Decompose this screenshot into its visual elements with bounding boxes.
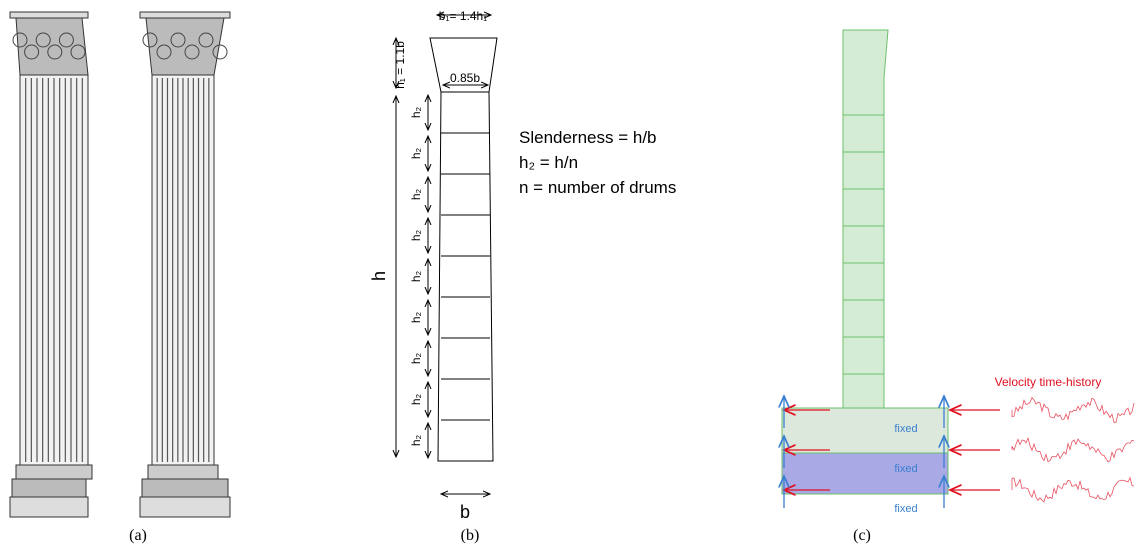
acanthus	[184, 44, 200, 60]
abacus	[9, 11, 89, 19]
acanthus	[12, 32, 28, 48]
plinth	[9, 496, 89, 518]
abacus	[139, 11, 231, 19]
height-label: h	[369, 271, 389, 281]
velocity-signal	[1011, 396, 1135, 423]
capital	[145, 17, 225, 76]
note: n = number of drums	[519, 178, 676, 197]
acanthus	[142, 32, 158, 48]
acanthus	[170, 32, 186, 48]
neck-width-label: 0.85b	[450, 71, 480, 85]
drum-height-label: h₂	[409, 106, 423, 118]
acanthus	[156, 44, 172, 60]
drum-height-label: h₂	[409, 188, 423, 200]
acanthus	[198, 32, 214, 48]
caption: (b)	[461, 527, 480, 544]
acanthus	[24, 44, 40, 60]
numerical-model	[782, 29, 1135, 508]
drum-height-label: h₂	[409, 147, 423, 159]
drum-height-label: h₂	[409, 393, 423, 405]
drum-height-label: h₂	[409, 352, 423, 364]
base	[15, 464, 93, 480]
acanthus	[47, 44, 63, 60]
caption: (c)	[853, 527, 871, 544]
input-label: Velocity time-history	[995, 375, 1102, 389]
base	[147, 464, 219, 480]
plinth	[139, 496, 231, 518]
drum-height-label: h₂	[409, 311, 423, 323]
column-drawings	[9, 11, 231, 518]
column-schematic	[396, 15, 498, 494]
acanthus	[35, 32, 51, 48]
support-label: fixed	[894, 463, 917, 475]
top-width-label: b₁= 1.4h₁	[439, 9, 487, 23]
velocity-signal	[1011, 476, 1135, 503]
acanthus	[212, 44, 228, 60]
capital-height-label: h₁ = 1.1b	[393, 41, 407, 89]
note: Slenderness = h/b	[519, 128, 657, 147]
note: h₂ = h/n	[519, 153, 578, 172]
support-label: fixed	[894, 423, 917, 435]
acanthus	[70, 44, 86, 60]
base-width-label: b	[460, 502, 470, 522]
caption: (a)	[129, 527, 147, 544]
acanthus	[58, 32, 74, 48]
support-label: fixed	[894, 503, 917, 515]
drum-height-label: h₂	[409, 434, 423, 446]
velocity-signal	[1011, 436, 1135, 463]
base	[11, 478, 87, 498]
base	[141, 478, 229, 498]
drum-height-label: h₂	[409, 229, 423, 241]
drum-height-label: h₂	[409, 270, 423, 282]
